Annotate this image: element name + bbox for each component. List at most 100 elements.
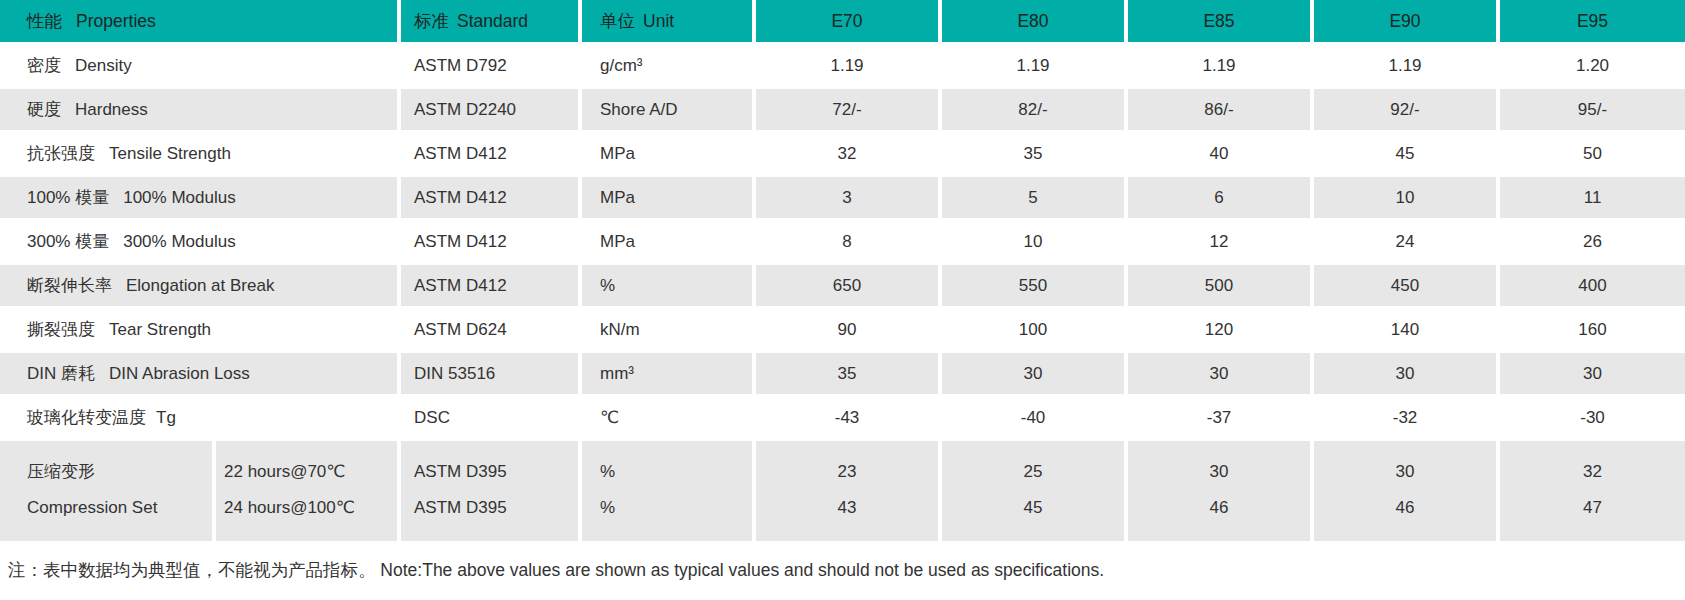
property-cell: 100% 模量100% Modulus bbox=[0, 177, 401, 221]
table-row-hardness: 硬度Hardness ASTM D2240 Shore A/D 72/- 82/… bbox=[0, 89, 1685, 133]
value-cell: 35 bbox=[756, 353, 942, 397]
value-cell: 30 bbox=[1314, 353, 1500, 397]
col-header-unit: 单位 Unit bbox=[582, 0, 756, 45]
table-row-tg: 玻璃化转变温度Tg DSC ℃ -43 -40 -37 -32 -30 bbox=[0, 397, 1685, 441]
value-cell: 160 bbox=[1500, 309, 1685, 353]
value-cell: 1.19 bbox=[1128, 45, 1314, 89]
property-name-en: Tg bbox=[156, 408, 176, 427]
standard-cell: ASTM D412 bbox=[401, 177, 582, 221]
standard-line: ASTM D395 bbox=[414, 454, 578, 490]
col-header-properties: 性能Properties bbox=[0, 0, 401, 45]
value-cell: 500 bbox=[1128, 265, 1314, 309]
unit-line: % bbox=[600, 490, 752, 526]
col-header-unit-en: Unit bbox=[643, 11, 674, 31]
value-cell: 30 bbox=[1500, 353, 1685, 397]
value-cell: -37 bbox=[1128, 397, 1314, 441]
value-cell: 8 bbox=[756, 221, 942, 265]
col-header-grade-e85: E85 bbox=[1128, 0, 1314, 45]
unit-cell: mm³ bbox=[582, 353, 756, 397]
standard-cell: ASTM D624 bbox=[401, 309, 582, 353]
unit-cell: MPa bbox=[582, 177, 756, 221]
col-header-standard: 标准Standard bbox=[401, 0, 582, 45]
property-name-cn: 密度 bbox=[27, 56, 61, 75]
unit-line: % bbox=[600, 454, 752, 490]
condition-cell: 22 hours@70℃ 24 hours@100℃ bbox=[216, 441, 401, 544]
property-name-en: Elongation at Break bbox=[126, 276, 274, 295]
property-name-cn: 压缩变形 bbox=[27, 454, 212, 490]
standard-cell: ASTM D412 bbox=[401, 133, 582, 177]
property-name-cn: 300% 模量 bbox=[27, 232, 109, 251]
table-row-100-modulus: 100% 模量100% Modulus ASTM D412 MPa 3 5 6 … bbox=[0, 177, 1685, 221]
material-properties-table: 性能Properties 标准Standard 单位 Unit E70 E80 E… bbox=[0, 0, 1685, 544]
table-row-300-modulus: 300% 模量300% Modulus ASTM D412 MPa 8 10 1… bbox=[0, 221, 1685, 265]
unit-cell: MPa bbox=[582, 221, 756, 265]
value-cell: 1.19 bbox=[942, 45, 1128, 89]
value-line: 47 bbox=[1500, 490, 1685, 526]
property-name-en: Density bbox=[75, 56, 132, 75]
value-cell: 400 bbox=[1500, 265, 1685, 309]
col-header-grade-e70: E70 bbox=[756, 0, 942, 45]
value-cell: 72/- bbox=[756, 89, 942, 133]
col-header-unit-cn: 单位 bbox=[600, 11, 635, 31]
property-cell: DIN 磨耗 DIN Abrasion Loss bbox=[0, 353, 401, 397]
value-cell: -32 bbox=[1314, 397, 1500, 441]
property-name-cn: DIN 磨耗 bbox=[27, 364, 95, 383]
value-cell: 95/- bbox=[1500, 89, 1685, 133]
value-cell: 25 45 bbox=[942, 441, 1128, 544]
property-cell: 硬度Hardness bbox=[0, 89, 401, 133]
standard-line: ASTM D395 bbox=[414, 490, 578, 526]
value-cell: 30 bbox=[1128, 353, 1314, 397]
property-name-en: Tear Strength bbox=[109, 320, 211, 339]
property-name-en: 100% Modulus bbox=[123, 188, 235, 207]
col-header-grade-e80: E80 bbox=[942, 0, 1128, 45]
value-cell: 30 bbox=[942, 353, 1128, 397]
value-cell: 120 bbox=[1128, 309, 1314, 353]
value-cell: 86/- bbox=[1128, 89, 1314, 133]
value-cell: 1.20 bbox=[1500, 45, 1685, 89]
table-row-density: 密度Density ASTM D792 g/cm³ 1.19 1.19 1.19… bbox=[0, 45, 1685, 89]
value-cell: 10 bbox=[1314, 177, 1500, 221]
unit-cell: Shore A/D bbox=[582, 89, 756, 133]
value-line: 43 bbox=[756, 490, 938, 526]
standard-cell: ASTM D412 bbox=[401, 221, 582, 265]
value-line: 46 bbox=[1314, 490, 1496, 526]
unit-cell: % bbox=[582, 265, 756, 309]
standard-cell: ASTM D395 ASTM D395 bbox=[401, 441, 582, 544]
col-header-grade-e90: E90 bbox=[1314, 0, 1500, 45]
value-cell: 11 bbox=[1500, 177, 1685, 221]
table-row-din-abrasion: DIN 磨耗 DIN Abrasion Loss DIN 53516 mm³ 35… bbox=[0, 353, 1685, 397]
property-cell: 抗张强度Tensile Strength bbox=[0, 133, 401, 177]
property-cell: 玻璃化转变温度Tg bbox=[0, 397, 401, 441]
value-cell: 35 bbox=[942, 133, 1128, 177]
value-cell: -43 bbox=[756, 397, 942, 441]
value-line: 46 bbox=[1128, 490, 1310, 526]
value-cell: 45 bbox=[1314, 133, 1500, 177]
value-cell: 5 bbox=[942, 177, 1128, 221]
col-header-grade-e95: E95 bbox=[1500, 0, 1685, 45]
standard-cell: ASTM D2240 bbox=[401, 89, 582, 133]
value-cell: 32 47 bbox=[1500, 441, 1685, 544]
value-cell: 100 bbox=[942, 309, 1128, 353]
standard-cell: ASTM D412 bbox=[401, 265, 582, 309]
value-cell: 10 bbox=[942, 221, 1128, 265]
standard-cell: DIN 53516 bbox=[401, 353, 582, 397]
property-cell: 断裂伸长率 Elongation at Break bbox=[0, 265, 401, 309]
unit-cell: kN/m bbox=[582, 309, 756, 353]
property-name-en: Compression Set bbox=[27, 490, 212, 526]
value-cell: 3 bbox=[756, 177, 942, 221]
value-cell: 90 bbox=[756, 309, 942, 353]
value-cell: 82/- bbox=[942, 89, 1128, 133]
value-cell: 50 bbox=[1500, 133, 1685, 177]
footnote: 注：表中数据均为典型值，不能视为产品指标。 Note:The above val… bbox=[8, 558, 1685, 582]
property-name-cn: 硬度 bbox=[27, 100, 61, 119]
property-name-cn: 撕裂强度 bbox=[27, 320, 95, 339]
property-name-cn: 断裂伸长率 bbox=[27, 276, 112, 295]
value-cell: 92/- bbox=[1314, 89, 1500, 133]
property-name-en: DIN Abrasion Loss bbox=[109, 364, 250, 383]
value-cell: 450 bbox=[1314, 265, 1500, 309]
table-row-compression-set: 压缩变形 Compression Set 22 hours@70℃ 24 hou… bbox=[0, 441, 1685, 544]
property-cell: 300% 模量300% Modulus bbox=[0, 221, 401, 265]
table-row-elongation: 断裂伸长率Elongation at Break ASTM D412 % 650… bbox=[0, 265, 1685, 309]
col-header-properties-en: Properties bbox=[76, 11, 156, 31]
property-name-en: Tensile Strength bbox=[109, 144, 231, 163]
